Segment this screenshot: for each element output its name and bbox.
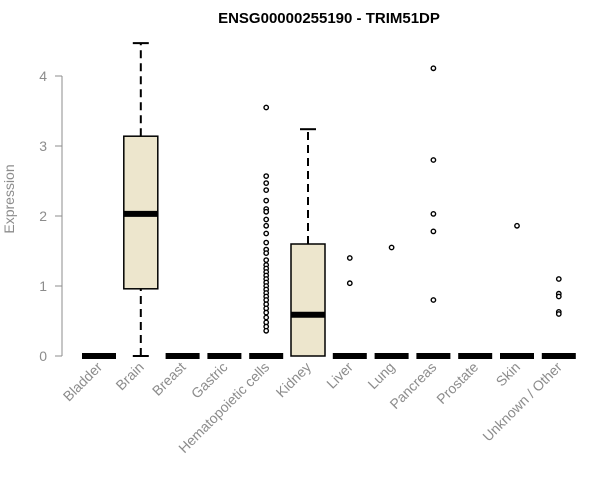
outlier-point [263, 327, 270, 334]
x-category-label: Lung [364, 359, 397, 392]
box-brain [123, 42, 159, 357]
outlier-point [263, 180, 270, 187]
outlier-point [263, 104, 270, 111]
x-category-label: Liver [323, 359, 356, 392]
outlier-point [263, 230, 270, 237]
outlier-point [388, 244, 395, 251]
outlier-point [263, 197, 270, 204]
box-lung [374, 244, 409, 359]
outlier-point [430, 228, 437, 235]
outlier-point [263, 309, 270, 316]
box-pancreas [416, 65, 451, 359]
outlier-point [263, 250, 270, 257]
y-tick-label: 2 [39, 208, 47, 224]
outlier-point [263, 222, 270, 229]
outlier-point [263, 239, 270, 246]
box-iqr [290, 243, 326, 357]
outlier-point [263, 216, 270, 223]
outlier-point [430, 210, 437, 217]
outlier-point [263, 314, 270, 321]
x-category-label: Bladder [60, 359, 106, 405]
outlier-point [263, 257, 270, 263]
outlier-point [263, 173, 270, 180]
outlier-point [430, 297, 437, 303]
outlier-point [555, 293, 562, 300]
y-tick-label: 4 [39, 68, 47, 84]
box-unknown-other [541, 276, 576, 359]
x-category-label: Brain [112, 359, 146, 393]
outlier-point [514, 222, 520, 229]
box-liver [332, 255, 367, 359]
outlier-point [555, 276, 562, 282]
outlier-point [555, 311, 562, 317]
x-category-label: Skin [493, 359, 524, 390]
y-axis-label: Expression [1, 164, 17, 233]
outlier-point [346, 255, 353, 261]
box-hematopoietic-cells [249, 104, 284, 359]
x-category-label: Unknown / Other [479, 359, 565, 445]
y-tick-label: 1 [39, 278, 47, 294]
box-kidney [290, 128, 326, 357]
y-tick-label: 0 [39, 348, 47, 364]
x-category-label: Kidney [273, 359, 315, 401]
outlier-point [346, 280, 353, 287]
outlier-point [263, 187, 270, 194]
outlier-point [430, 157, 437, 163]
chart-title: ENSG00000255190 - TRIM51DP [218, 10, 440, 27]
outlier-point [263, 208, 270, 215]
box-skin [500, 222, 534, 359]
y-tick-label: 3 [39, 138, 47, 154]
outlier-point [430, 65, 437, 72]
x-category-label: Prostate [433, 359, 481, 407]
boxes-layer [82, 42, 576, 359]
y-axis: 0 1 2 3 4 [39, 68, 63, 364]
x-category-label: Breast [149, 359, 189, 399]
